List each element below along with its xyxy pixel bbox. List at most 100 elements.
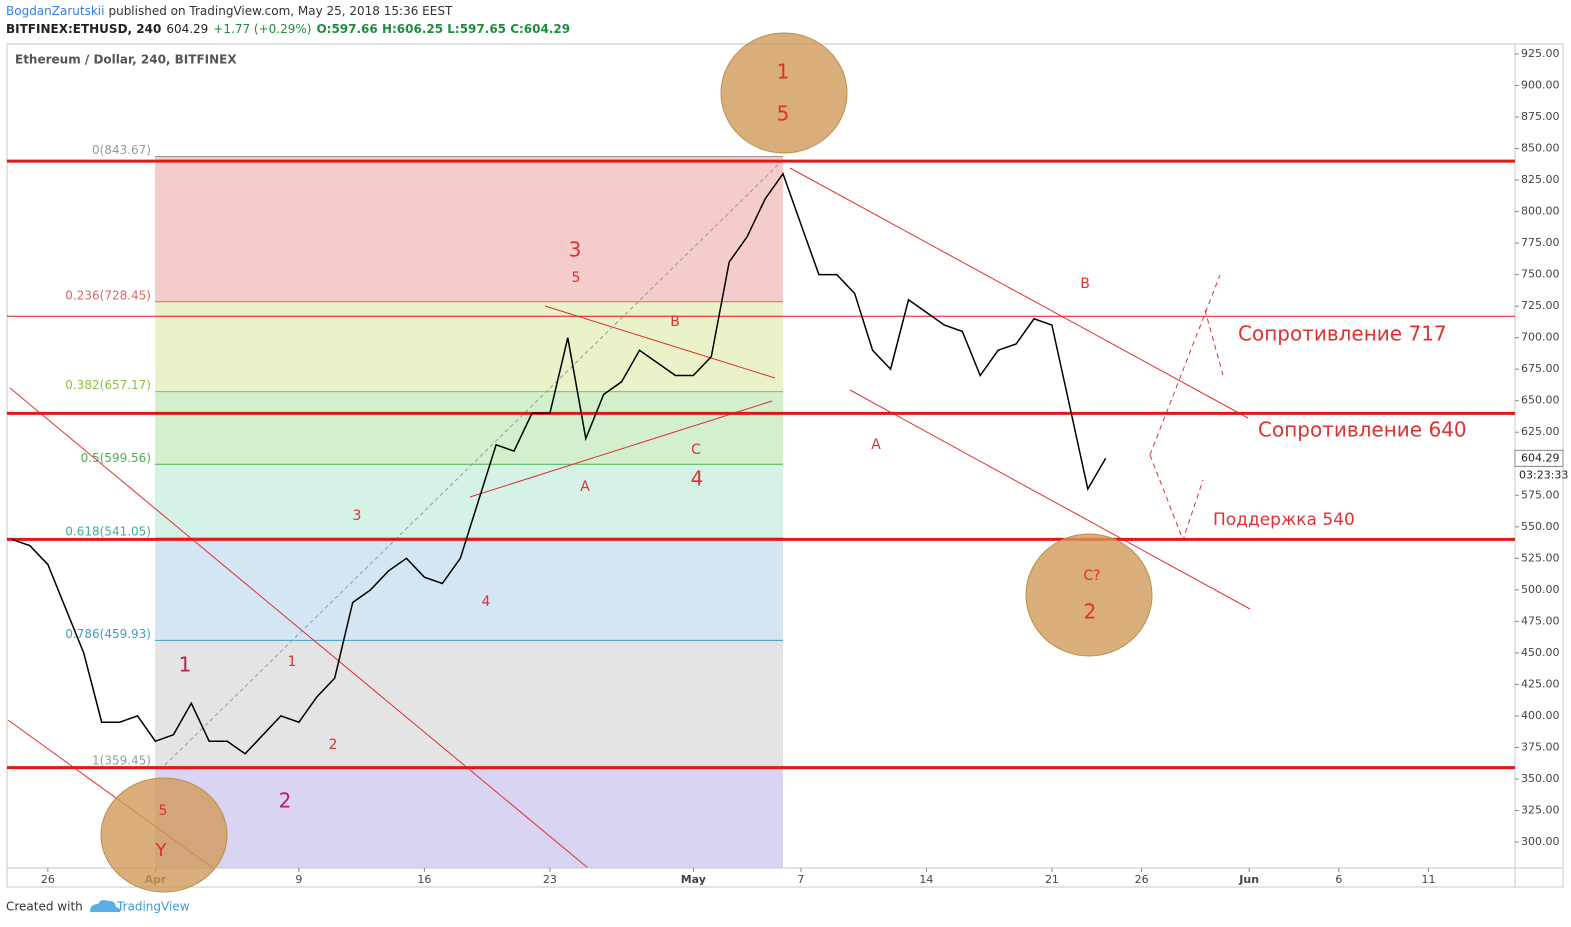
fib-band	[155, 301, 783, 392]
level-annotation: Поддержка 540	[1213, 510, 1355, 530]
fib-label: 0.618(541.05)	[65, 525, 151, 539]
wave-label: C?	[1083, 568, 1100, 584]
fib-label: 0.786(459.93)	[65, 627, 151, 641]
y-tick-label: 550.00	[1521, 520, 1560, 533]
x-tick-label: Jun	[1238, 873, 1259, 886]
chart-title: Ethereum / Dollar, 240, BITFINEX	[15, 53, 237, 67]
x-tick-label: 14	[919, 873, 933, 886]
y-tick-label: 575.00	[1521, 488, 1560, 501]
trendline	[1149, 274, 1221, 456]
y-tick-label: 900.00	[1521, 78, 1560, 91]
y-tick-label: 625.00	[1521, 425, 1560, 438]
y-tick-label: 925.00	[1521, 47, 1560, 60]
y-tick-label: 800.00	[1521, 205, 1560, 218]
wave-label: 5	[777, 102, 790, 126]
fib-label: 0.5(599.56)	[81, 451, 151, 465]
x-tick-label: 26	[1135, 873, 1149, 886]
fib-label: 0(843.67)	[92, 143, 151, 157]
trendline	[789, 167, 1249, 419]
wave-label: 5	[159, 803, 168, 819]
fib-band	[155, 156, 783, 302]
wave-label: 3	[353, 508, 362, 524]
fib-band	[155, 640, 783, 768]
wave-label: 1	[288, 654, 297, 670]
wave-label: A	[871, 437, 881, 453]
level-annotation: Сопротивление 717	[1238, 322, 1447, 346]
level-annotation: Сопротивление 640	[1258, 418, 1467, 442]
fib-label: 1(359.45)	[92, 754, 151, 768]
change: +1.77 (+0.29%)	[213, 22, 311, 36]
symbol-line: BITFINEX:ETHUSD, 240 604.29 +1.77 (+0.29%)…	[6, 22, 570, 36]
last-price-tag	[1514, 449, 1564, 467]
x-tick-label: 23	[543, 873, 557, 886]
plot-area: 0(843.67) 0.236(728.45) 0.382(657.17) 0.5(5…	[7, 143, 1251, 869]
fib-band	[155, 464, 783, 539]
wave-label: 1	[179, 653, 192, 677]
wave-label: 1	[777, 60, 790, 84]
tv-logo	[90, 900, 121, 912]
y-tick-label: 825.00	[1521, 173, 1560, 186]
y-tick-label: 700.00	[1521, 331, 1560, 344]
price-line	[11, 172, 1107, 755]
x-tick-label: 11	[1421, 873, 1435, 886]
footer-created: Created with	[6, 900, 83, 914]
y-tick-label: 850.00	[1521, 142, 1560, 155]
y-tick-label: 725.00	[1521, 299, 1560, 312]
trendline	[849, 389, 1251, 610]
y-tick-label: 475.00	[1521, 614, 1560, 627]
x-tick-label: 9	[295, 873, 302, 886]
fib-band	[155, 391, 783, 465]
wave-label: 2	[329, 737, 338, 753]
header-line: BogdanZarutskii published on TradingView.…	[6, 4, 453, 18]
wave-label: A	[580, 479, 590, 495]
wave-circle	[100, 777, 228, 893]
x-tick-label: May	[681, 873, 706, 886]
wave-label: 2	[1084, 600, 1097, 624]
wave-label: 3	[569, 238, 582, 262]
author[interactable]: BogdanZarutskii	[6, 4, 104, 18]
y-tick-label: 500.00	[1521, 583, 1560, 596]
x-tick-label: 7	[797, 873, 804, 886]
wave-label: 4	[691, 467, 704, 491]
y-tick-label: 350.00	[1521, 772, 1560, 785]
wave-circle	[1025, 533, 1153, 657]
y-tick-label: 750.00	[1521, 268, 1560, 281]
trendline	[1204, 309, 1224, 376]
trendline	[1149, 454, 1204, 542]
y-tick-label: 375.00	[1521, 740, 1560, 753]
trendline	[544, 305, 776, 379]
wave-label: C	[691, 442, 701, 458]
wave-label: B	[1080, 276, 1090, 292]
footer-brand[interactable]: TradingView	[116, 900, 190, 914]
x-tick-label: 6	[1335, 873, 1342, 886]
y-tick-label: 425.00	[1521, 677, 1560, 690]
wave-label: 5	[572, 270, 581, 286]
wave-label: B	[670, 314, 680, 330]
y-tick-label: 775.00	[1521, 236, 1560, 249]
ohlc: O:597.66 H:606.25 L:597.65 C:604.29	[316, 22, 570, 36]
y-tick-label: 400.00	[1521, 709, 1560, 722]
y-tick-label: 325.00	[1521, 804, 1560, 817]
y-tick-label: 650.00	[1521, 394, 1560, 407]
fib-band	[155, 538, 783, 641]
last-price-label: 604.29	[1521, 451, 1560, 464]
fib-band	[155, 767, 783, 868]
y-tick-label: 875.00	[1521, 110, 1560, 123]
published: published on TradingView.com, May 25, 20…	[108, 4, 452, 18]
wave-label: 2	[279, 789, 292, 813]
wave-circle	[720, 32, 848, 154]
y-tick-label: 675.00	[1521, 362, 1560, 375]
symbol: BITFINEX:ETHUSD, 240	[6, 22, 161, 36]
x-tick-label: 26	[41, 873, 55, 886]
x-tick-label: 16	[417, 873, 431, 886]
fib-label: 0.382(657.17)	[65, 378, 151, 392]
y-tick-label: 525.00	[1521, 551, 1560, 564]
fib-label: 0.236(728.45)	[65, 288, 151, 302]
wave-label: 4	[482, 594, 491, 610]
x-tick-label: 21	[1045, 873, 1059, 886]
countdown: 03:23:33	[1519, 468, 1568, 481]
y-tick-label: 300.00	[1521, 835, 1560, 848]
trendline	[9, 387, 589, 869]
wave-label: Y	[155, 840, 168, 861]
